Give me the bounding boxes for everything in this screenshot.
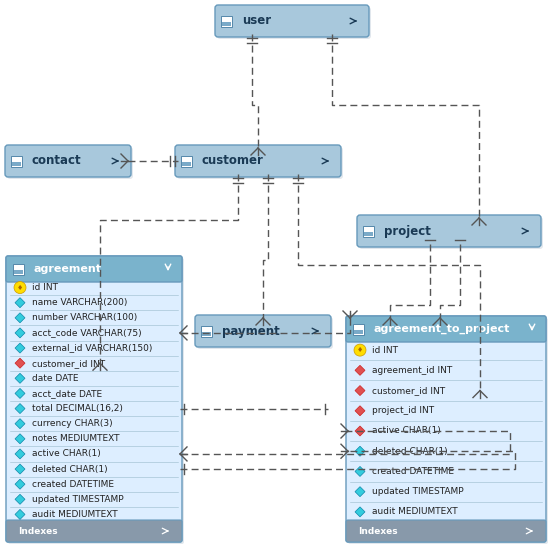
Text: agreement: agreement [33, 264, 101, 274]
Polygon shape [355, 426, 365, 436]
Text: created DATETIME: created DATETIME [372, 467, 454, 476]
Bar [202, 331, 211, 335]
Text: audit MEDIUMTEXT: audit MEDIUMTEXT [32, 510, 117, 519]
Text: Indexes: Indexes [358, 527, 398, 536]
Text: updated TIMESTAMP: updated TIMESTAMP [32, 495, 124, 504]
FancyBboxPatch shape [6, 256, 182, 542]
Bar [353, 330, 362, 334]
Bar [222, 22, 230, 26]
Polygon shape [355, 365, 365, 376]
Text: external_id VARCHAR(150): external_id VARCHAR(150) [32, 344, 152, 353]
Circle shape [14, 282, 26, 294]
Bar [181, 156, 192, 166]
Text: customer_id INT: customer_id INT [372, 386, 445, 395]
Text: project: project [384, 224, 431, 238]
FancyBboxPatch shape [357, 215, 541, 247]
Text: ♦: ♦ [17, 285, 23, 291]
Polygon shape [15, 373, 25, 383]
Text: deleted CHAR(1): deleted CHAR(1) [372, 447, 448, 456]
FancyBboxPatch shape [6, 256, 182, 282]
Polygon shape [15, 313, 25, 323]
Text: payment: payment [222, 325, 280, 338]
FancyBboxPatch shape [215, 5, 369, 37]
Text: id INT: id INT [32, 283, 58, 292]
Polygon shape [355, 466, 365, 477]
Polygon shape [15, 479, 25, 489]
FancyBboxPatch shape [8, 258, 184, 544]
Text: audit MEDIUMTEXT: audit MEDIUMTEXT [372, 507, 458, 516]
Text: customer_id INT: customer_id INT [32, 359, 105, 368]
Polygon shape [15, 449, 25, 459]
Text: customer: customer [202, 155, 264, 167]
Polygon shape [355, 386, 365, 396]
Text: date DATE: date DATE [32, 374, 79, 383]
Polygon shape [15, 343, 25, 353]
Polygon shape [15, 403, 25, 413]
Polygon shape [355, 487, 365, 497]
Bar [11, 156, 22, 166]
Text: number VARCHAR(100): number VARCHAR(100) [32, 313, 137, 323]
Text: project_id INT: project_id INT [372, 406, 434, 415]
FancyBboxPatch shape [6, 520, 182, 542]
Polygon shape [15, 328, 25, 338]
FancyBboxPatch shape [177, 147, 343, 179]
Polygon shape [355, 406, 365, 416]
FancyBboxPatch shape [197, 317, 333, 349]
Polygon shape [15, 388, 25, 398]
Text: acct_code VARCHAR(75): acct_code VARCHAR(75) [32, 329, 142, 338]
Text: active CHAR(1): active CHAR(1) [372, 426, 441, 435]
Text: name VARCHAR(200): name VARCHAR(200) [32, 298, 127, 307]
Text: agreement_id INT: agreement_id INT [372, 366, 452, 375]
FancyBboxPatch shape [217, 7, 371, 39]
FancyBboxPatch shape [175, 145, 341, 177]
Bar [220, 16, 232, 26]
FancyBboxPatch shape [7, 147, 133, 179]
Bar [363, 232, 372, 235]
Bar [201, 325, 212, 336]
Text: active CHAR(1): active CHAR(1) [32, 449, 101, 459]
Circle shape [354, 344, 366, 356]
Polygon shape [15, 434, 25, 444]
Polygon shape [355, 507, 365, 517]
Polygon shape [15, 464, 25, 474]
Text: user: user [242, 15, 271, 27]
Text: id INT: id INT [372, 345, 398, 355]
Bar [13, 270, 23, 273]
Polygon shape [15, 358, 25, 368]
Bar [182, 161, 191, 166]
Text: contact: contact [32, 155, 81, 167]
Polygon shape [15, 509, 25, 519]
Bar [352, 324, 363, 334]
Text: notes MEDIUMTEXT: notes MEDIUMTEXT [32, 434, 120, 443]
Text: agreement_to_project: agreement_to_project [373, 324, 509, 334]
Text: acct_date DATE: acct_date DATE [32, 389, 102, 398]
Text: total DECIMAL(16,2): total DECIMAL(16,2) [32, 404, 123, 413]
Polygon shape [15, 297, 25, 307]
Text: deleted CHAR(1): deleted CHAR(1) [32, 465, 107, 474]
Text: updated TIMESTAMP: updated TIMESTAMP [372, 487, 464, 496]
Polygon shape [15, 418, 25, 429]
Text: ♦: ♦ [357, 347, 363, 353]
FancyBboxPatch shape [346, 520, 546, 542]
Bar [362, 225, 373, 237]
Text: currency CHAR(3): currency CHAR(3) [32, 419, 112, 428]
Bar [12, 161, 20, 166]
FancyBboxPatch shape [346, 316, 546, 342]
FancyBboxPatch shape [346, 316, 546, 542]
Text: Indexes: Indexes [18, 527, 58, 536]
FancyBboxPatch shape [348, 318, 548, 544]
Text: created DATETIME: created DATETIME [32, 480, 114, 489]
FancyBboxPatch shape [359, 217, 543, 249]
Polygon shape [355, 446, 365, 456]
Polygon shape [15, 494, 25, 504]
FancyBboxPatch shape [195, 315, 331, 347]
FancyBboxPatch shape [5, 145, 131, 177]
Bar [13, 263, 23, 275]
